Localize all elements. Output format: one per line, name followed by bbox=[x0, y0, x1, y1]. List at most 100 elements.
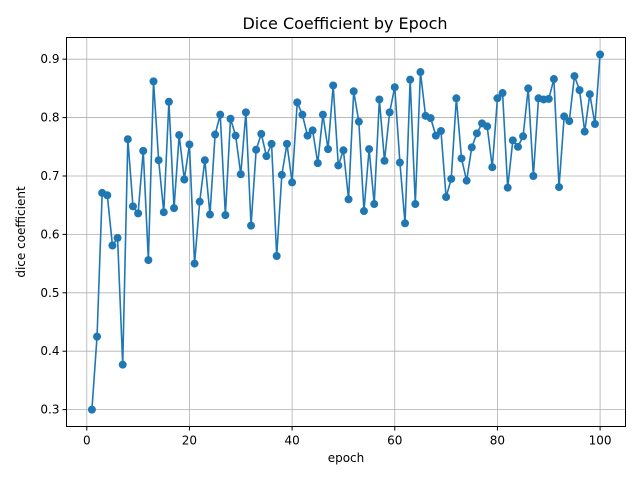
data-point bbox=[529, 171, 538, 180]
data-point bbox=[308, 126, 317, 135]
data-point bbox=[231, 131, 240, 140]
data-point bbox=[272, 252, 281, 261]
data-point bbox=[580, 127, 589, 136]
data-point bbox=[252, 145, 261, 154]
data-point bbox=[180, 175, 189, 184]
data-point bbox=[154, 156, 163, 165]
data-point bbox=[108, 241, 117, 250]
x-tick-label: 40 bbox=[284, 434, 299, 448]
y-tick-label: 0.4 bbox=[40, 344, 59, 358]
data-point bbox=[113, 233, 122, 242]
data-point bbox=[236, 170, 245, 179]
data-point bbox=[144, 256, 153, 265]
y-tick-label: 0.3 bbox=[40, 403, 59, 417]
data-point bbox=[205, 210, 214, 219]
data-point bbox=[498, 89, 507, 98]
data-point bbox=[462, 176, 471, 185]
data-point bbox=[298, 110, 307, 119]
data-point bbox=[524, 84, 533, 93]
data-point bbox=[288, 178, 297, 187]
data-point bbox=[493, 94, 502, 103]
data-point bbox=[390, 83, 399, 92]
y-axis-label: dice coefficient bbox=[14, 186, 28, 278]
data-point bbox=[590, 120, 599, 129]
data-point bbox=[411, 200, 420, 209]
data-point bbox=[87, 405, 96, 414]
data-point bbox=[513, 142, 522, 151]
data-point bbox=[385, 108, 394, 117]
data-point bbox=[185, 140, 194, 149]
y-tick-label: 0.8 bbox=[40, 111, 59, 125]
data-point bbox=[380, 156, 389, 165]
series-line bbox=[91, 54, 601, 410]
x-tick-label: 0 bbox=[83, 434, 91, 448]
data-point bbox=[467, 143, 476, 152]
data-point bbox=[339, 146, 348, 155]
data-point bbox=[442, 193, 451, 202]
data-point bbox=[247, 221, 256, 230]
data-point bbox=[93, 332, 102, 341]
data-point bbox=[575, 86, 584, 95]
y-tick-label: 0.7 bbox=[40, 169, 59, 183]
data-point bbox=[488, 163, 497, 172]
data-point bbox=[365, 145, 374, 154]
data-point bbox=[170, 204, 179, 213]
data-point bbox=[359, 207, 368, 216]
data-point bbox=[447, 174, 456, 183]
data-point bbox=[370, 200, 379, 209]
data-point bbox=[585, 90, 594, 99]
x-axis-label: epoch bbox=[328, 451, 365, 465]
data-point bbox=[164, 97, 173, 106]
series-layer bbox=[87, 50, 605, 414]
data-point bbox=[149, 77, 158, 86]
x-tick-label: 100 bbox=[589, 434, 612, 448]
data-point bbox=[544, 94, 553, 103]
y-tick-label: 0.5 bbox=[40, 286, 59, 300]
data-point bbox=[262, 152, 271, 161]
data-point bbox=[190, 259, 199, 268]
data-point bbox=[395, 158, 404, 167]
data-point bbox=[329, 81, 338, 90]
data-point bbox=[128, 202, 137, 211]
data-point bbox=[175, 131, 184, 140]
data-point bbox=[139, 146, 148, 155]
ticks: 0 20 40 60 80 100 0.3 0.4 0.5 0.6 0.7 0.8 0.9 bbox=[40, 52, 611, 447]
data-point bbox=[483, 122, 492, 131]
y-tick-label: 0.6 bbox=[40, 227, 59, 241]
data-point bbox=[416, 68, 425, 77]
data-point bbox=[103, 191, 112, 200]
data-point bbox=[596, 50, 605, 59]
data-point bbox=[241, 108, 250, 117]
x-tick-label: 20 bbox=[182, 434, 197, 448]
data-point bbox=[560, 112, 569, 121]
data-point bbox=[293, 98, 302, 107]
data-point bbox=[549, 75, 558, 84]
data-point bbox=[118, 360, 127, 369]
data-point bbox=[452, 94, 461, 103]
data-point bbox=[216, 110, 225, 119]
data-point bbox=[503, 183, 512, 192]
data-point bbox=[257, 129, 266, 138]
data-point bbox=[277, 170, 286, 179]
data-point bbox=[195, 197, 204, 206]
data-point bbox=[303, 131, 312, 140]
data-point bbox=[211, 130, 220, 139]
data-point bbox=[221, 211, 230, 220]
data-point bbox=[123, 135, 132, 144]
data-point bbox=[401, 219, 410, 228]
data-point bbox=[334, 161, 343, 170]
data-point bbox=[375, 95, 384, 104]
data-point bbox=[318, 110, 327, 119]
data-point bbox=[519, 132, 528, 141]
data-point bbox=[457, 154, 466, 163]
chart-title: Dice Coefficient by Epoch bbox=[242, 14, 447, 33]
data-point bbox=[324, 145, 333, 154]
data-point bbox=[313, 159, 322, 168]
data-point bbox=[349, 87, 358, 96]
data-point bbox=[426, 114, 435, 123]
plot-frame bbox=[66, 37, 626, 427]
data-point bbox=[282, 139, 291, 148]
data-point bbox=[508, 136, 517, 145]
data-point bbox=[159, 208, 168, 217]
